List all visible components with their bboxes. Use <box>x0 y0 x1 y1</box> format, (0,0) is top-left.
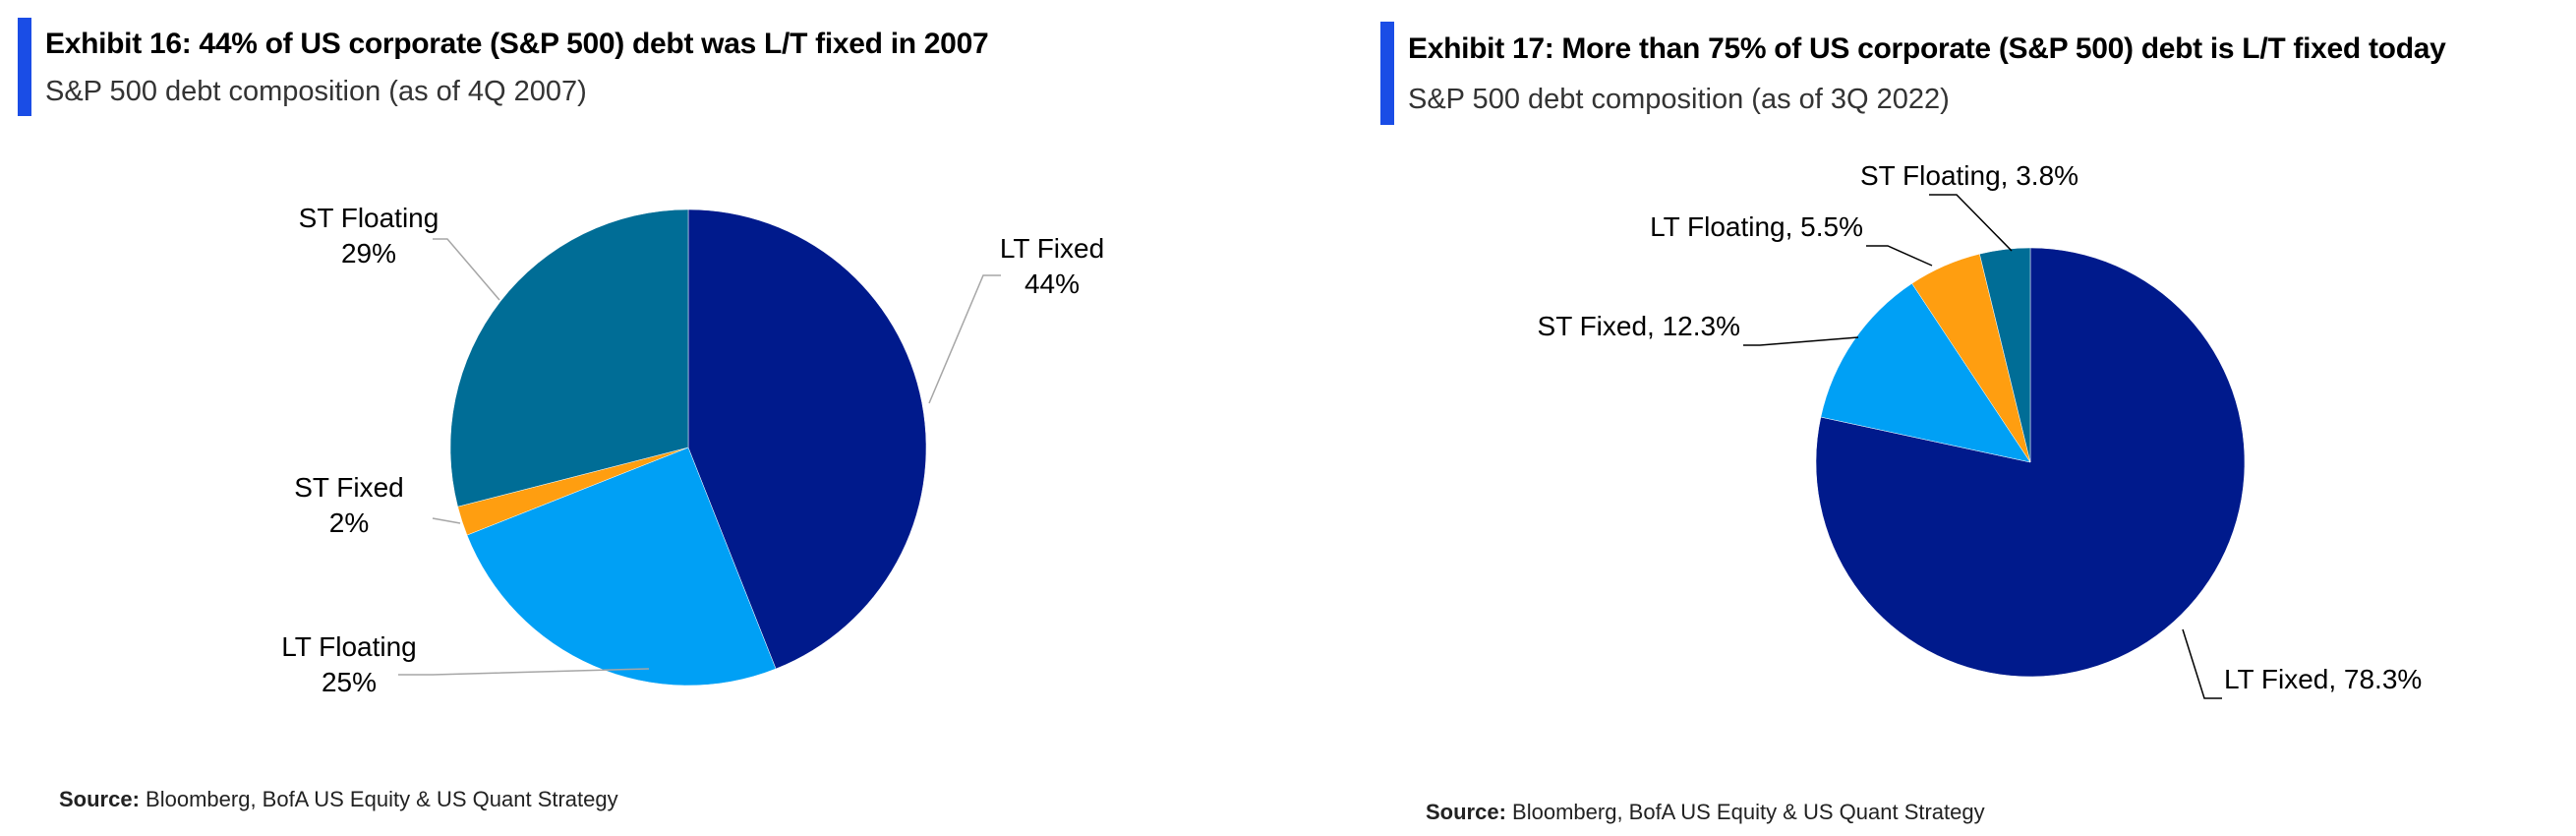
data-label-lt-floating: LT Floating 25% <box>281 631 416 697</box>
data-label-st-floating: ST Floating, 3.8% <box>1860 160 2078 191</box>
header-accent-bar <box>1380 22 1394 125</box>
data-label-lt-fixed: LT Fixed 44% <box>1000 233 1104 299</box>
pie-slice-lt-fixed <box>687 209 927 670</box>
chart-title: Exhibit 17: More than 75% of US corporat… <box>1408 32 2446 65</box>
leader-line-st-floating <box>433 238 500 301</box>
leader-line-st-floating <box>1929 194 2013 252</box>
source-label: Source: <box>1426 800 1506 824</box>
chart-subtitle: S&P 500 debt composition (as of 3Q 2022) <box>1408 84 1950 115</box>
source-text: Bloomberg, BofA US Equity & US Quant Str… <box>146 787 618 811</box>
data-label-lt-fixed: LT Fixed, 78.3% <box>2224 664 2422 694</box>
chart-title: Exhibit 16: 44% of US corporate (S&P 500… <box>45 28 989 60</box>
exhibit-16-panel: Exhibit 16: 44% of US corporate (S&P 500… <box>18 18 1104 812</box>
data-label-st-floating: ST Floating 29% <box>299 203 439 269</box>
leader-line-st-fixed <box>1743 336 1859 346</box>
leader-line-lt-fixed <box>2182 628 2222 699</box>
leader-line-lt-floating <box>398 668 650 676</box>
data-label-lt-floating: LT Floating, 5.5% <box>1650 211 1863 242</box>
leader-line-lt-fixed <box>928 274 1001 404</box>
leader-line-lt-floating <box>1866 245 1933 267</box>
source-text: Bloomberg, BofA US Equity & US Quant Str… <box>1512 800 1985 824</box>
pie-slice-st-floating <box>1979 247 2031 463</box>
pie-chart-2007: LT Fixed 44% LT Floating 25% ST Fixed 2% ST Fl… <box>281 203 1104 697</box>
pie-slice-st-fixed <box>1820 282 2031 463</box>
pie-slice-lt-floating <box>466 447 777 687</box>
source-note: Source: Bloomberg, BofA US Equity & US Q… <box>1426 800 1985 825</box>
source-note: Source: Bloomberg, BofA US Equity & US Q… <box>59 787 618 812</box>
header-accent-bar <box>18 18 31 116</box>
data-label-st-fixed: ST Fixed 2% <box>294 472 404 538</box>
leader-line-st-fixed <box>432 517 461 524</box>
pie-slice-st-floating <box>449 209 689 508</box>
pie-chart-2022: LT Fixed, 78.3% ST Fixed, 12.3% LT Floatin… <box>1538 160 2422 699</box>
chart-subtitle: S&P 500 debt composition (as of 4Q 2007) <box>45 76 587 107</box>
exhibit-17-panel: Exhibit 17: More than 75% of US corporat… <box>1367 0 2576 836</box>
source-label: Source: <box>59 787 140 811</box>
data-label-st-fixed: ST Fixed, 12.3% <box>1538 311 1740 341</box>
